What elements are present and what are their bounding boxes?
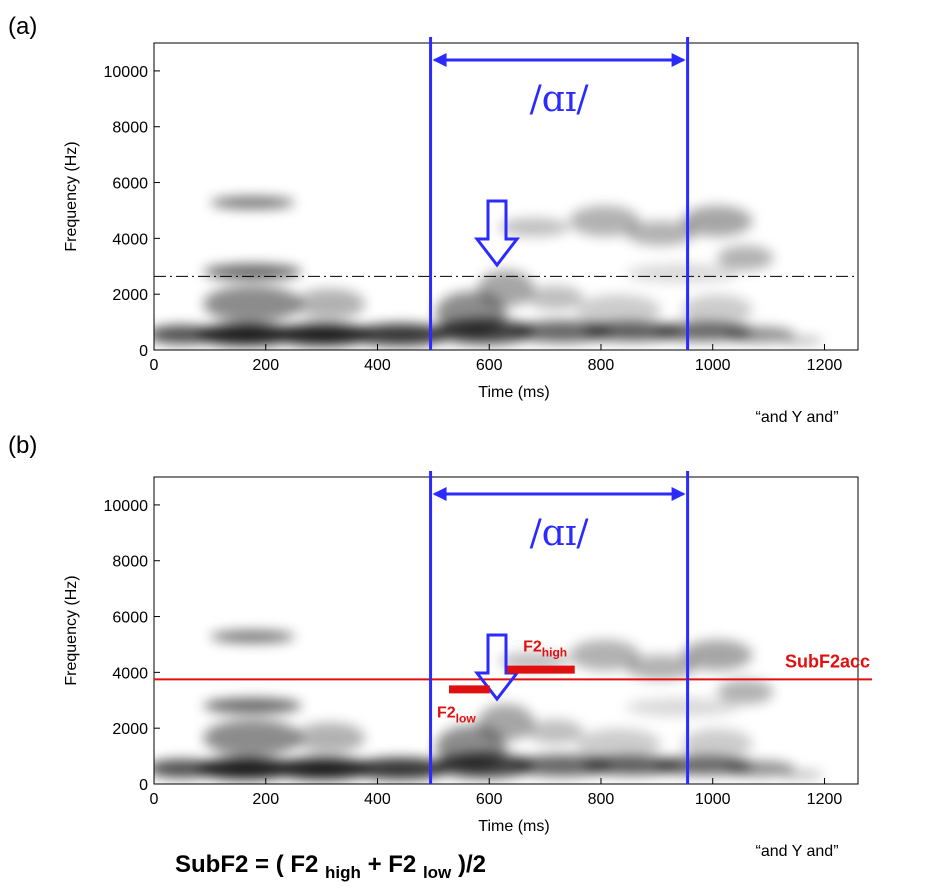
pointer-arrow <box>473 199 521 268</box>
energy <box>780 336 823 346</box>
segment-label: /ɑɪ/ <box>530 79 590 120</box>
energy <box>477 270 535 308</box>
energy <box>203 264 302 280</box>
axes-frame <box>153 42 859 351</box>
y-tick-label: 6000 <box>112 176 148 193</box>
x-tick-label: 600 <box>476 791 503 808</box>
formula-part: SubF2 = ( F2 <box>175 851 325 878</box>
formula: SubF2 = ( F2 high + F2 low )/2 <box>175 851 486 882</box>
energy <box>625 221 697 246</box>
energy <box>351 323 450 346</box>
y-tick-label: 2000 <box>112 721 148 738</box>
x-tick-label: 1000 <box>695 357 731 374</box>
energy <box>203 698 302 714</box>
x-tick-label: 800 <box>588 357 615 374</box>
energy <box>724 326 795 343</box>
y-axis-label: Frequency (Hz) <box>63 575 80 685</box>
energy <box>273 757 373 780</box>
formula-sub: high <box>325 863 361 882</box>
energy <box>294 722 366 754</box>
y-tick-label: 8000 <box>112 554 148 571</box>
energy <box>717 245 774 271</box>
x-tick-label: 0 <box>150 791 159 808</box>
energy <box>576 294 661 326</box>
caption: “and Y and” <box>755 843 838 860</box>
x-tick-label: 1200 <box>807 791 843 808</box>
y-tick-label: 8000 <box>112 120 148 137</box>
x-tick-label: 800 <box>588 791 615 808</box>
energy <box>625 264 739 283</box>
energy <box>682 728 753 760</box>
f2-name: F2 <box>437 704 456 721</box>
y-tick-label: 6000 <box>112 610 148 627</box>
y-tick-label: 2000 <box>112 287 148 304</box>
x-axis-label: Time (ms) <box>478 384 549 401</box>
panel-label: (b) <box>8 432 37 459</box>
energy <box>717 679 774 705</box>
energy <box>210 630 295 643</box>
x-tick-label: 200 <box>252 357 279 374</box>
y-axis-label: Frequency (Hz) <box>63 141 80 251</box>
axes-frame <box>153 476 859 785</box>
energy <box>210 196 295 209</box>
y-tick-label: 4000 <box>112 665 148 682</box>
energy <box>682 639 753 671</box>
energy <box>477 704 535 742</box>
energy <box>569 639 640 671</box>
energy <box>780 770 823 780</box>
x-tick-label: 200 <box>252 791 279 808</box>
x-tick-label: 1200 <box>807 357 843 374</box>
pointer-arrow <box>473 633 521 702</box>
f2-subscript: low <box>456 711 477 725</box>
energy <box>724 760 795 777</box>
energy <box>583 756 682 775</box>
energy <box>294 288 366 320</box>
energy <box>513 754 612 777</box>
energy <box>583 322 682 341</box>
f2-name: F2 <box>523 639 542 656</box>
x-tick-label: 1000 <box>695 791 731 808</box>
energy <box>625 655 697 680</box>
energy <box>196 757 295 780</box>
y-tick-label: 10000 <box>104 498 149 515</box>
f2-subscript: high <box>542 646 567 660</box>
energy <box>203 719 302 757</box>
spectrogram <box>154 630 823 780</box>
y-tick-label: 10000 <box>104 64 149 81</box>
x-tick-label: 600 <box>476 357 503 374</box>
energy <box>513 320 612 343</box>
x-tick-label: 400 <box>364 791 391 808</box>
energy <box>569 205 640 237</box>
x-axis-label: Time (ms) <box>478 818 549 835</box>
y-tick-label: 0 <box>139 343 148 360</box>
energy <box>682 205 753 237</box>
energy <box>682 294 753 326</box>
energy <box>625 698 739 717</box>
energy <box>527 719 584 745</box>
x-tick-label: 0 <box>150 357 159 374</box>
energy <box>203 285 302 323</box>
f2-label: F2high <box>523 639 567 660</box>
energy <box>527 285 584 311</box>
f2-label: F2low <box>437 704 476 725</box>
spectrogram <box>154 196 823 346</box>
energy <box>273 323 373 346</box>
panel-label: (a) <box>8 13 37 40</box>
energy <box>576 728 661 760</box>
formula-sub: low <box>423 863 452 882</box>
formula-part: )/2 <box>451 851 486 878</box>
y-tick-label: 0 <box>139 777 148 794</box>
formula-part: + F2 <box>361 851 423 878</box>
energy <box>196 323 295 346</box>
segment-label: /ɑɪ/ <box>530 513 590 554</box>
energy <box>498 217 570 237</box>
energy <box>351 757 450 780</box>
x-tick-label: 400 <box>364 357 391 374</box>
y-tick-label: 4000 <box>112 231 148 248</box>
caption: “and Y and” <box>755 409 838 426</box>
reference-label: SubF2acc <box>785 651 870 671</box>
